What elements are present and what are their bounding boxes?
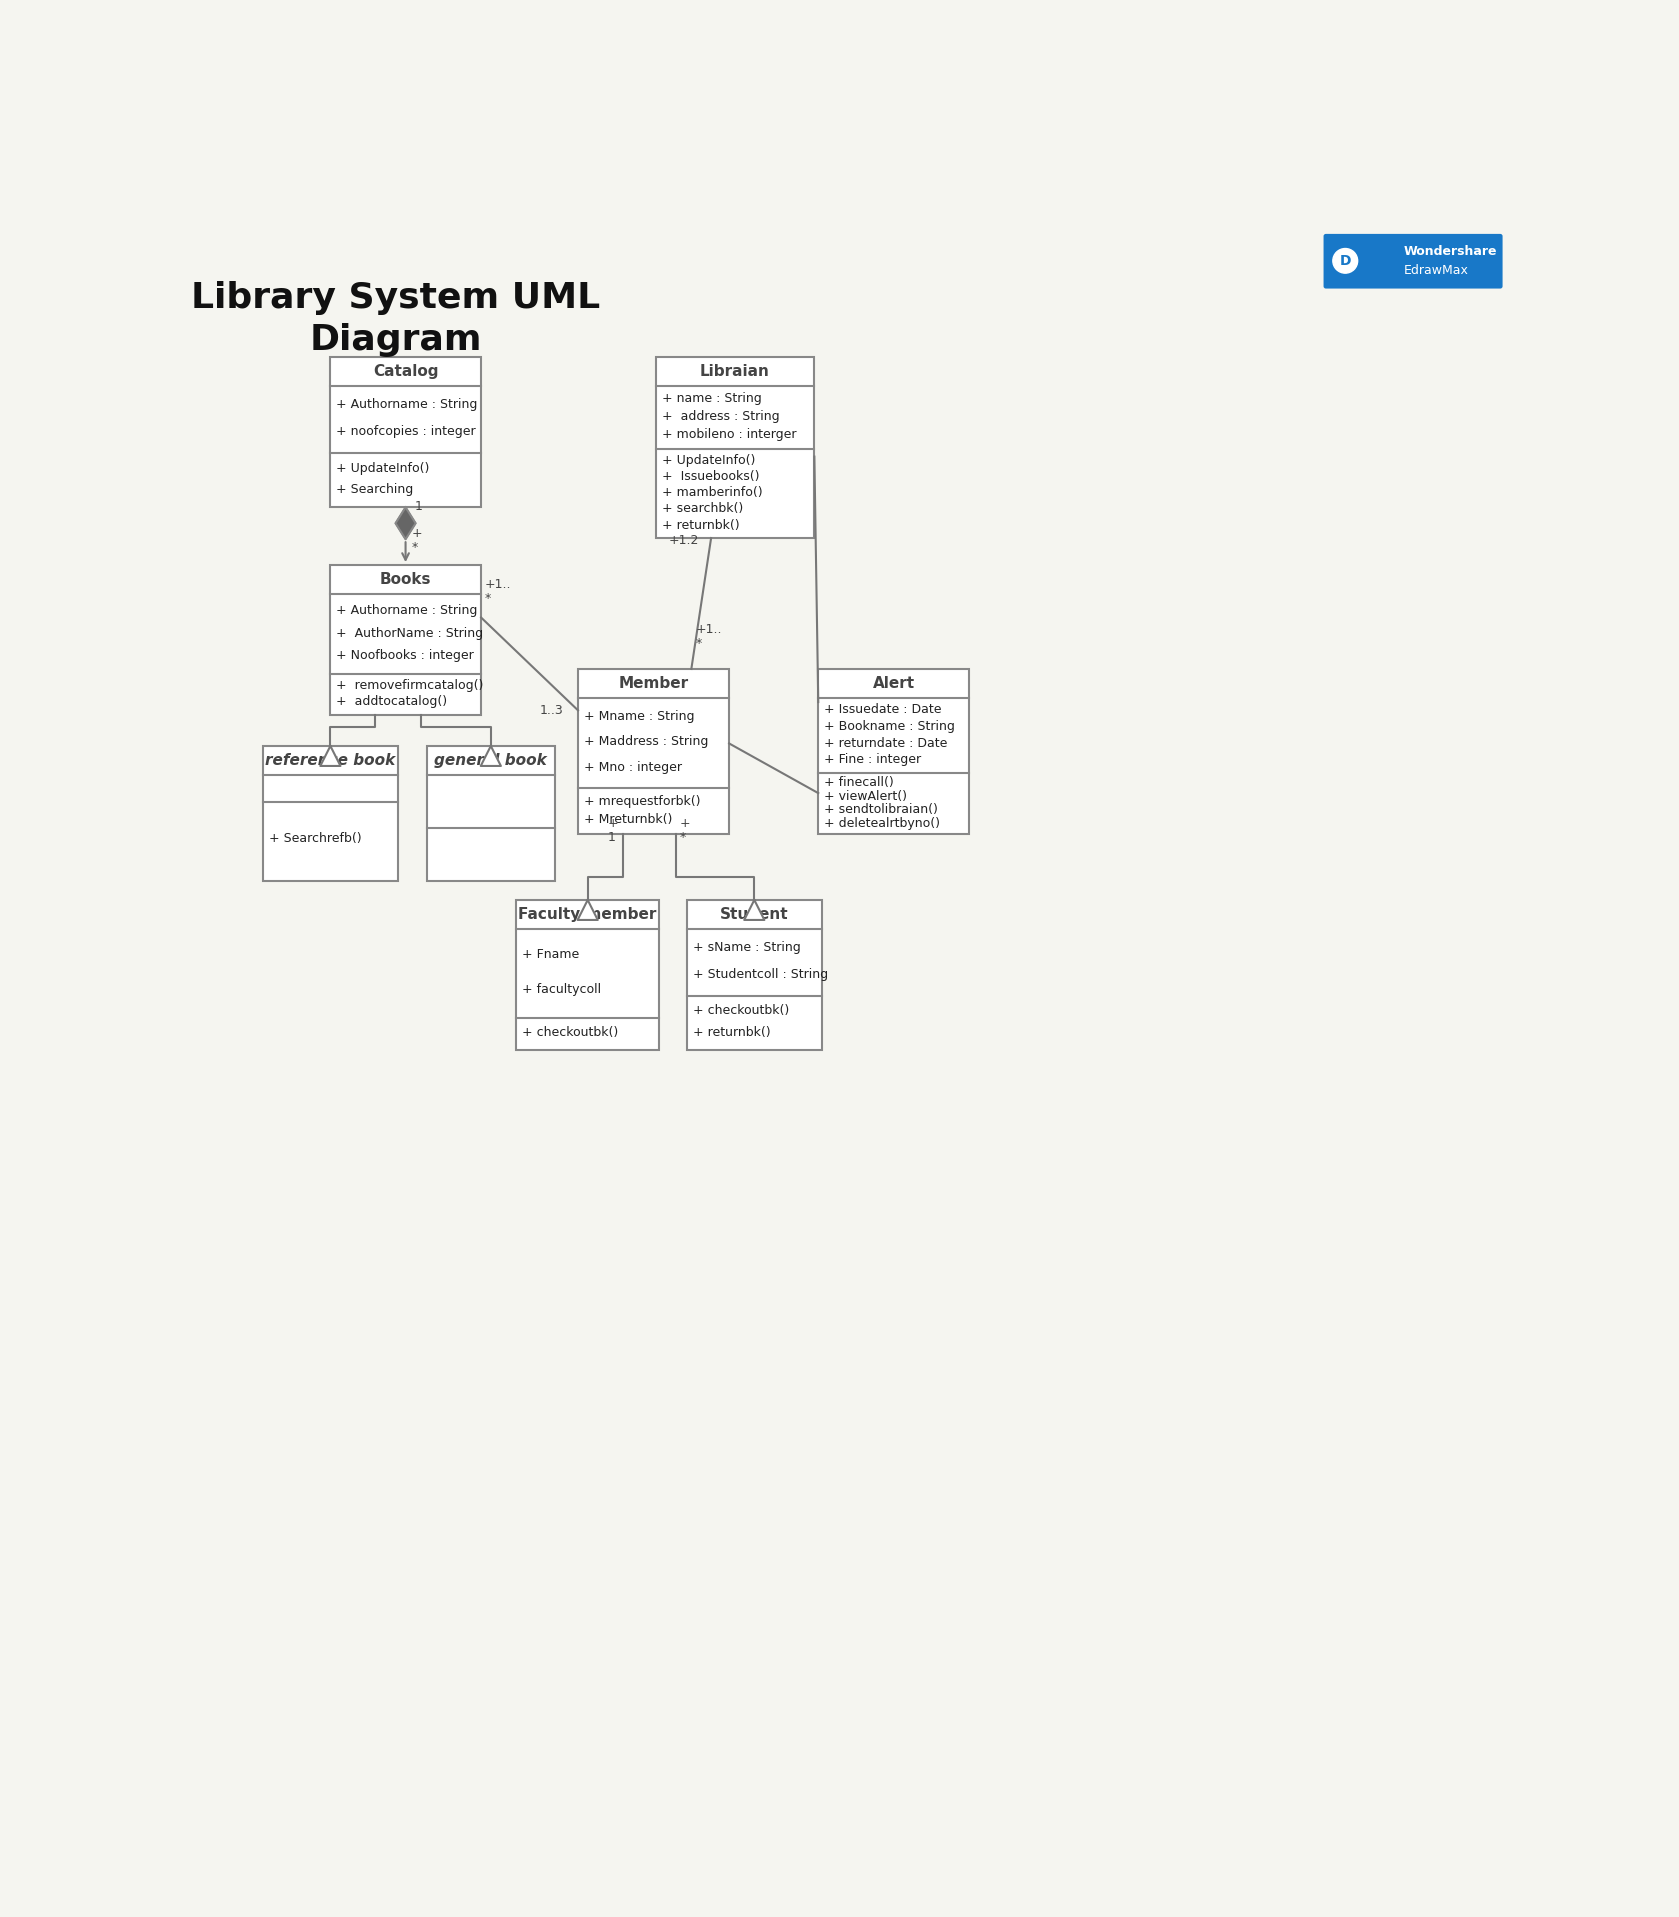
Polygon shape (578, 899, 598, 920)
Text: + Fine : integer: + Fine : integer (824, 753, 922, 767)
Bar (331, 566, 482, 715)
Text: +1..
*: +1.. * (485, 579, 512, 606)
FancyBboxPatch shape (1323, 234, 1503, 289)
Text: Catalog: Catalog (373, 364, 438, 380)
Text: + searchbk(): + searchbk() (662, 502, 742, 516)
Text: Student: Student (720, 907, 789, 922)
Bar (818, 669, 969, 834)
Text: +  address : String: + address : String (662, 410, 779, 424)
Text: + Mno : integer: + Mno : integer (584, 761, 682, 774)
Text: D: D (1340, 253, 1352, 268)
Text: + deletealrtbyno(): + deletealrtbyno() (824, 817, 940, 830)
Polygon shape (321, 746, 341, 767)
Text: + Authorname : String: + Authorname : String (336, 604, 477, 617)
Text: + sName : String: + sName : String (693, 941, 801, 955)
Text: +  Issuebooks(): + Issuebooks() (662, 470, 759, 483)
Text: +
*: + * (680, 817, 690, 843)
Text: Libraian: Libraian (700, 364, 771, 380)
Text: +1.2: +1.2 (668, 535, 698, 546)
Text: + mobileno : interger: + mobileno : interger (662, 427, 796, 441)
Text: + noofcopies : integer: + noofcopies : integer (336, 426, 475, 439)
Text: + Studentcoll : String: + Studentcoll : String (693, 968, 828, 982)
Text: Member: Member (618, 677, 688, 690)
Text: + returnbk(): + returnbk() (662, 520, 739, 531)
Text: +  addtocatalog(): + addtocatalog() (336, 696, 447, 709)
Text: + checkoutbk(): + checkoutbk() (522, 1026, 618, 1039)
Text: + mrequestforbk(): + mrequestforbk() (584, 796, 700, 807)
Text: + name : String: + name : String (662, 393, 762, 404)
Text: EdrawMax: EdrawMax (1404, 263, 1467, 276)
Bar (687, 899, 823, 1051)
Text: Alert: Alert (873, 677, 915, 690)
Text: Books: Books (379, 571, 432, 587)
Text: +  AuthorName : String: + AuthorName : String (336, 627, 484, 640)
Text: + Searchrefb(): + Searchrefb() (269, 832, 361, 845)
Bar (578, 669, 729, 834)
Text: + Fname: + Fname (522, 947, 579, 960)
Bar (331, 357, 482, 508)
Text: + Mname : String: + Mname : String (584, 709, 695, 723)
Polygon shape (480, 746, 500, 767)
Text: + sendtolibraian(): + sendtolibraian() (824, 803, 939, 817)
Text: + finecall(): + finecall() (824, 776, 895, 790)
Text: Faculty member: Faculty member (519, 907, 656, 922)
Text: + Authorname : String: + Authorname : String (336, 399, 477, 412)
Text: + Mreturnbk(): + Mreturnbk() (584, 813, 673, 826)
Text: + Noofbooks : integer: + Noofbooks : integer (336, 650, 473, 661)
Polygon shape (744, 899, 764, 920)
Text: + UpdateInfo(): + UpdateInfo() (662, 454, 756, 466)
Text: + checkoutbk(): + checkoutbk() (693, 1005, 789, 1018)
Text: + Searching: + Searching (336, 483, 413, 497)
Bar (426, 746, 554, 880)
Text: + viewAlert(): + viewAlert() (824, 790, 907, 803)
Text: +  removefirmcatalog(): + removefirmcatalog() (336, 679, 484, 692)
Text: Wondershare: Wondershare (1404, 245, 1498, 259)
Text: + mamberinfo(): + mamberinfo() (662, 487, 762, 498)
Text: 1..3: 1..3 (539, 704, 562, 717)
Text: + UpdateInfo(): + UpdateInfo() (336, 462, 430, 475)
Text: +
1: + 1 (608, 817, 618, 843)
Polygon shape (396, 508, 416, 539)
Text: Library System UML
Diagram: Library System UML Diagram (191, 280, 601, 357)
Text: reference book: reference book (265, 753, 396, 769)
Bar (262, 746, 398, 880)
Bar (515, 899, 660, 1051)
Text: general book: general book (435, 753, 547, 769)
Text: +
*: + * (411, 527, 423, 554)
Text: + facultycoll: + facultycoll (522, 983, 601, 997)
Text: +1..
*: +1.. * (697, 623, 722, 650)
Text: + returnbk(): + returnbk() (693, 1026, 771, 1039)
Bar (655, 357, 814, 539)
Circle shape (1333, 249, 1358, 272)
Text: + Maddress : String: + Maddress : String (584, 736, 709, 748)
Text: + Bookname : String: + Bookname : String (824, 721, 955, 732)
Text: + returndate : Date: + returndate : Date (824, 736, 949, 750)
Text: + Issuedate : Date: + Issuedate : Date (824, 704, 942, 717)
Text: 1: 1 (415, 500, 423, 514)
